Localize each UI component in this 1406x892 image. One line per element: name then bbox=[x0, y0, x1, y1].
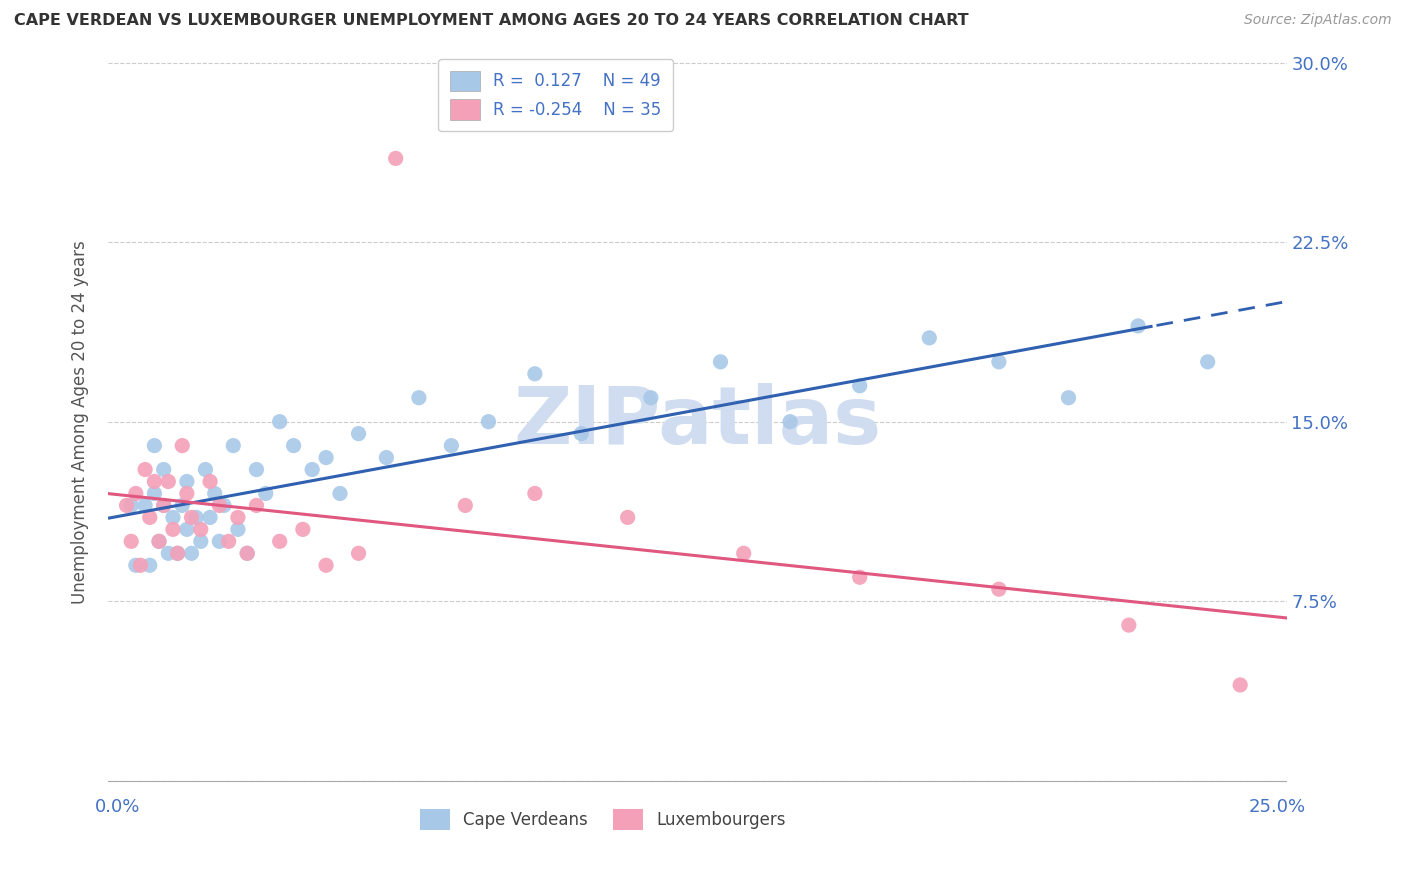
Point bbox=[139, 558, 162, 573]
Point bbox=[222, 439, 245, 453]
Point bbox=[120, 499, 142, 513]
Point bbox=[283, 439, 305, 453]
Point bbox=[269, 534, 291, 549]
Point bbox=[208, 534, 231, 549]
Point bbox=[733, 546, 755, 560]
Point bbox=[1197, 355, 1219, 369]
Point bbox=[125, 558, 148, 573]
Point bbox=[180, 510, 202, 524]
Point bbox=[143, 475, 166, 489]
Point bbox=[848, 570, 870, 584]
Point bbox=[779, 415, 801, 429]
Point bbox=[148, 534, 170, 549]
Point bbox=[157, 475, 180, 489]
Point bbox=[301, 462, 323, 476]
Text: CAPE VERDEAN VS LUXEMBOURGER UNEMPLOYMENT AMONG AGES 20 TO 24 YEARS CORRELATION : CAPE VERDEAN VS LUXEMBOURGER UNEMPLOYMEN… bbox=[14, 13, 969, 29]
Point bbox=[523, 367, 546, 381]
Point bbox=[408, 391, 430, 405]
Point bbox=[236, 546, 259, 560]
Point bbox=[315, 558, 337, 573]
Point bbox=[166, 546, 188, 560]
Point bbox=[190, 534, 212, 549]
Point bbox=[125, 486, 148, 500]
Point bbox=[269, 415, 291, 429]
Point bbox=[1126, 318, 1149, 333]
Point bbox=[152, 499, 174, 513]
Point bbox=[194, 462, 217, 476]
Point bbox=[987, 355, 1010, 369]
Point bbox=[176, 475, 198, 489]
Point bbox=[291, 522, 314, 536]
Point bbox=[245, 499, 267, 513]
Point bbox=[198, 510, 221, 524]
Point bbox=[347, 426, 370, 441]
Point bbox=[1057, 391, 1080, 405]
Point bbox=[139, 510, 162, 524]
Point bbox=[709, 355, 731, 369]
Point bbox=[329, 486, 352, 500]
Point bbox=[212, 499, 235, 513]
Point bbox=[134, 462, 156, 476]
Point bbox=[143, 486, 166, 500]
Point bbox=[208, 499, 231, 513]
Point bbox=[152, 499, 174, 513]
Point bbox=[254, 486, 277, 500]
Point bbox=[616, 510, 638, 524]
Point bbox=[115, 499, 138, 513]
Point bbox=[226, 522, 249, 536]
Point bbox=[1229, 678, 1251, 692]
Point bbox=[186, 510, 208, 524]
Point bbox=[569, 426, 592, 441]
Point bbox=[440, 439, 463, 453]
Point bbox=[152, 462, 174, 476]
Point bbox=[134, 499, 156, 513]
Point bbox=[315, 450, 337, 465]
Point bbox=[120, 534, 142, 549]
Point bbox=[176, 522, 198, 536]
Point bbox=[162, 522, 184, 536]
Point bbox=[180, 546, 202, 560]
Point bbox=[987, 582, 1010, 597]
Legend: Cape Verdeans, Luxembourgers: Cape Verdeans, Luxembourgers bbox=[413, 803, 793, 837]
Point bbox=[166, 546, 188, 560]
Point bbox=[172, 499, 194, 513]
Point bbox=[347, 546, 370, 560]
Point bbox=[384, 152, 406, 166]
Text: Source: ZipAtlas.com: Source: ZipAtlas.com bbox=[1244, 13, 1392, 28]
Point bbox=[848, 378, 870, 392]
Point bbox=[172, 439, 194, 453]
Point bbox=[375, 450, 398, 465]
Point bbox=[129, 558, 152, 573]
Point bbox=[162, 510, 184, 524]
Point bbox=[1118, 618, 1140, 632]
Point bbox=[190, 522, 212, 536]
Point bbox=[523, 486, 546, 500]
Point bbox=[236, 546, 259, 560]
Point bbox=[640, 391, 662, 405]
Text: ZIPatlas: ZIPatlas bbox=[513, 383, 882, 460]
Point bbox=[198, 475, 221, 489]
Point bbox=[143, 439, 166, 453]
Point bbox=[218, 534, 240, 549]
Y-axis label: Unemployment Among Ages 20 to 24 years: Unemployment Among Ages 20 to 24 years bbox=[72, 240, 89, 604]
Point bbox=[157, 546, 180, 560]
Point bbox=[918, 331, 941, 345]
Point bbox=[477, 415, 499, 429]
Point bbox=[204, 486, 226, 500]
Point bbox=[176, 486, 198, 500]
Point bbox=[148, 534, 170, 549]
Point bbox=[454, 499, 477, 513]
Point bbox=[245, 462, 267, 476]
Point bbox=[226, 510, 249, 524]
